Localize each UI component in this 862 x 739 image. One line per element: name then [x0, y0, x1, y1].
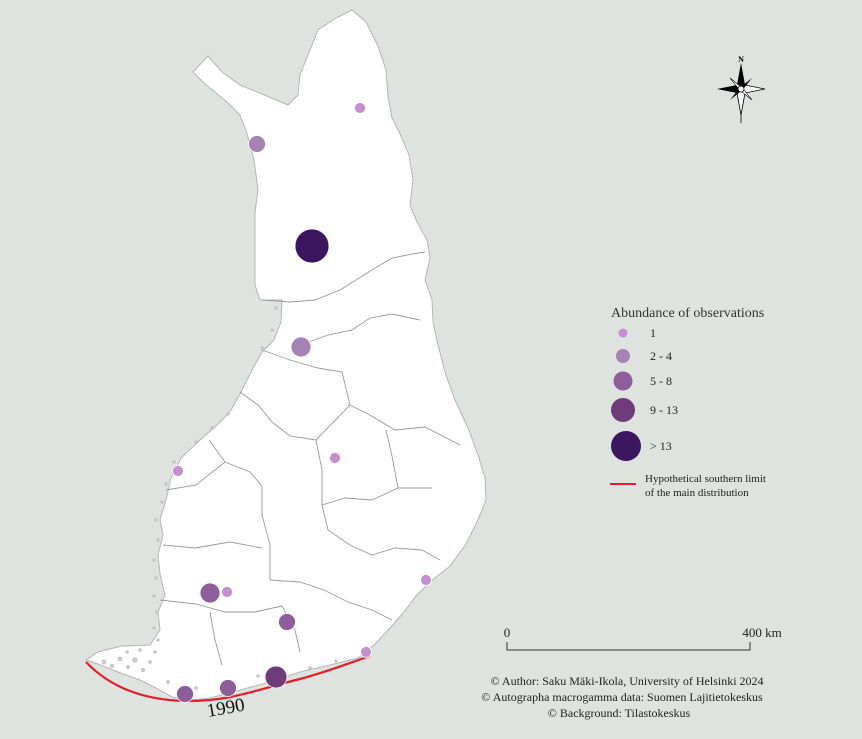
- observation-point: [248, 135, 266, 153]
- observation-point: [199, 582, 221, 604]
- observation-point: [278, 613, 296, 631]
- legend-label-3: 5 - 8: [650, 374, 672, 388]
- scale-end-label: 400 km: [742, 625, 781, 640]
- legend-limit-label-line1: Hypothetical southern limit: [645, 473, 766, 485]
- southern-limit-line: [85, 654, 371, 703]
- observation-point: [219, 679, 237, 697]
- credit-data: © Autographa macrogamma data: Suomen Laj…: [481, 690, 763, 704]
- legend-label-4: 9 - 13: [650, 403, 678, 417]
- observation-point: [172, 465, 184, 477]
- legend-title: Abundance of observations: [611, 306, 764, 321]
- observation-point: [264, 665, 288, 689]
- legend: Abundance of observations 1 2 - 4 5 - 8 …: [610, 306, 766, 499]
- legend-symbol-2: [616, 349, 630, 363]
- observation-point: [221, 586, 233, 598]
- legend-label-1: 1: [650, 326, 656, 340]
- legend-limit-label-line2: of the main distribution: [645, 487, 749, 499]
- finland-landmass: [84, 9, 487, 701]
- legend-symbol-3: [613, 371, 633, 391]
- observation-point: [329, 452, 341, 464]
- legend-symbol-1: [618, 328, 628, 338]
- legend-symbol-5: [611, 431, 641, 461]
- observation-points: [172, 102, 432, 703]
- north-label: N: [738, 55, 744, 64]
- limit-year-label: 1990: [205, 695, 246, 722]
- compass-rose-icon: N: [717, 55, 766, 123]
- observation-point: [420, 574, 432, 586]
- legend-symbol-4: [611, 398, 635, 422]
- observation-point: [294, 228, 330, 264]
- credit-author: © Author: Saku Mäki-Ikola, University of…: [490, 674, 763, 688]
- credit-background: © Background: Tilastokeskus: [548, 706, 691, 720]
- legend-label-5: > 13: [650, 439, 672, 453]
- credits: © Author: Saku Mäki-Ikola, University of…: [481, 674, 763, 720]
- observation-point: [354, 102, 366, 114]
- observation-point: [290, 336, 312, 358]
- observation-point: [360, 646, 372, 658]
- observation-point: [176, 685, 194, 703]
- scale-start-label: 0: [504, 625, 511, 640]
- legend-label-2: 2 - 4: [650, 349, 672, 363]
- scale-bar: 0 400 km: [504, 625, 782, 651]
